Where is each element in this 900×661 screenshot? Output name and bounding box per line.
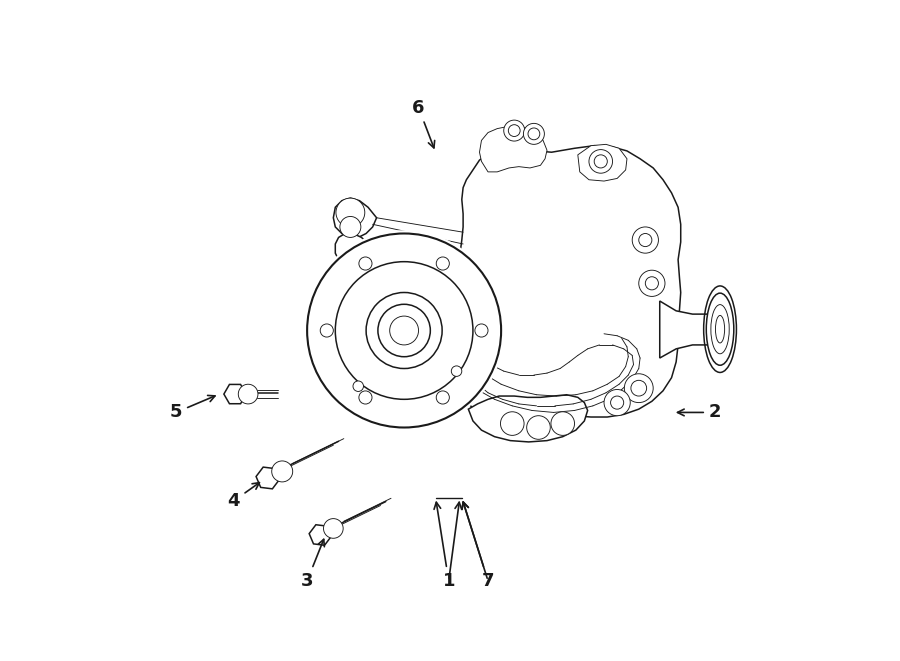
Polygon shape [578,144,627,181]
Polygon shape [330,305,374,354]
Circle shape [343,318,361,336]
Text: 2: 2 [678,403,722,422]
Circle shape [610,396,624,409]
Circle shape [631,380,646,396]
Circle shape [500,412,524,436]
Text: 1: 1 [434,502,454,590]
Circle shape [353,381,364,391]
Text: 4: 4 [228,483,259,510]
Circle shape [639,270,665,296]
Circle shape [475,324,488,337]
Circle shape [336,311,368,344]
Circle shape [323,519,343,538]
Circle shape [528,128,540,139]
Circle shape [359,362,386,388]
Polygon shape [333,198,376,237]
Circle shape [632,227,659,253]
Circle shape [436,257,449,270]
Circle shape [304,230,504,431]
Circle shape [639,233,652,247]
Circle shape [451,366,462,376]
Circle shape [504,120,525,141]
Text: 5: 5 [170,395,215,422]
Circle shape [645,277,659,290]
Circle shape [307,233,501,428]
Circle shape [436,391,449,404]
Circle shape [336,198,364,227]
Circle shape [366,292,442,369]
Polygon shape [458,145,680,421]
Circle shape [359,257,372,270]
Circle shape [625,373,653,403]
Circle shape [340,216,361,237]
Circle shape [336,262,472,399]
Circle shape [378,304,430,357]
Polygon shape [480,126,547,172]
Text: 3: 3 [301,539,324,590]
Circle shape [390,316,418,345]
Polygon shape [336,233,368,266]
Polygon shape [352,364,392,386]
Circle shape [508,125,520,136]
Circle shape [526,416,550,440]
Circle shape [604,389,630,416]
Polygon shape [468,395,588,442]
Polygon shape [660,301,724,358]
Circle shape [320,324,333,337]
Circle shape [524,124,544,144]
Circle shape [238,384,258,404]
Circle shape [589,149,613,173]
Circle shape [594,155,608,168]
Circle shape [551,412,574,436]
Text: 6: 6 [412,98,435,148]
Ellipse shape [706,293,733,366]
Text: 7: 7 [462,502,494,590]
Circle shape [272,461,292,482]
Circle shape [366,369,379,381]
Circle shape [359,391,372,404]
